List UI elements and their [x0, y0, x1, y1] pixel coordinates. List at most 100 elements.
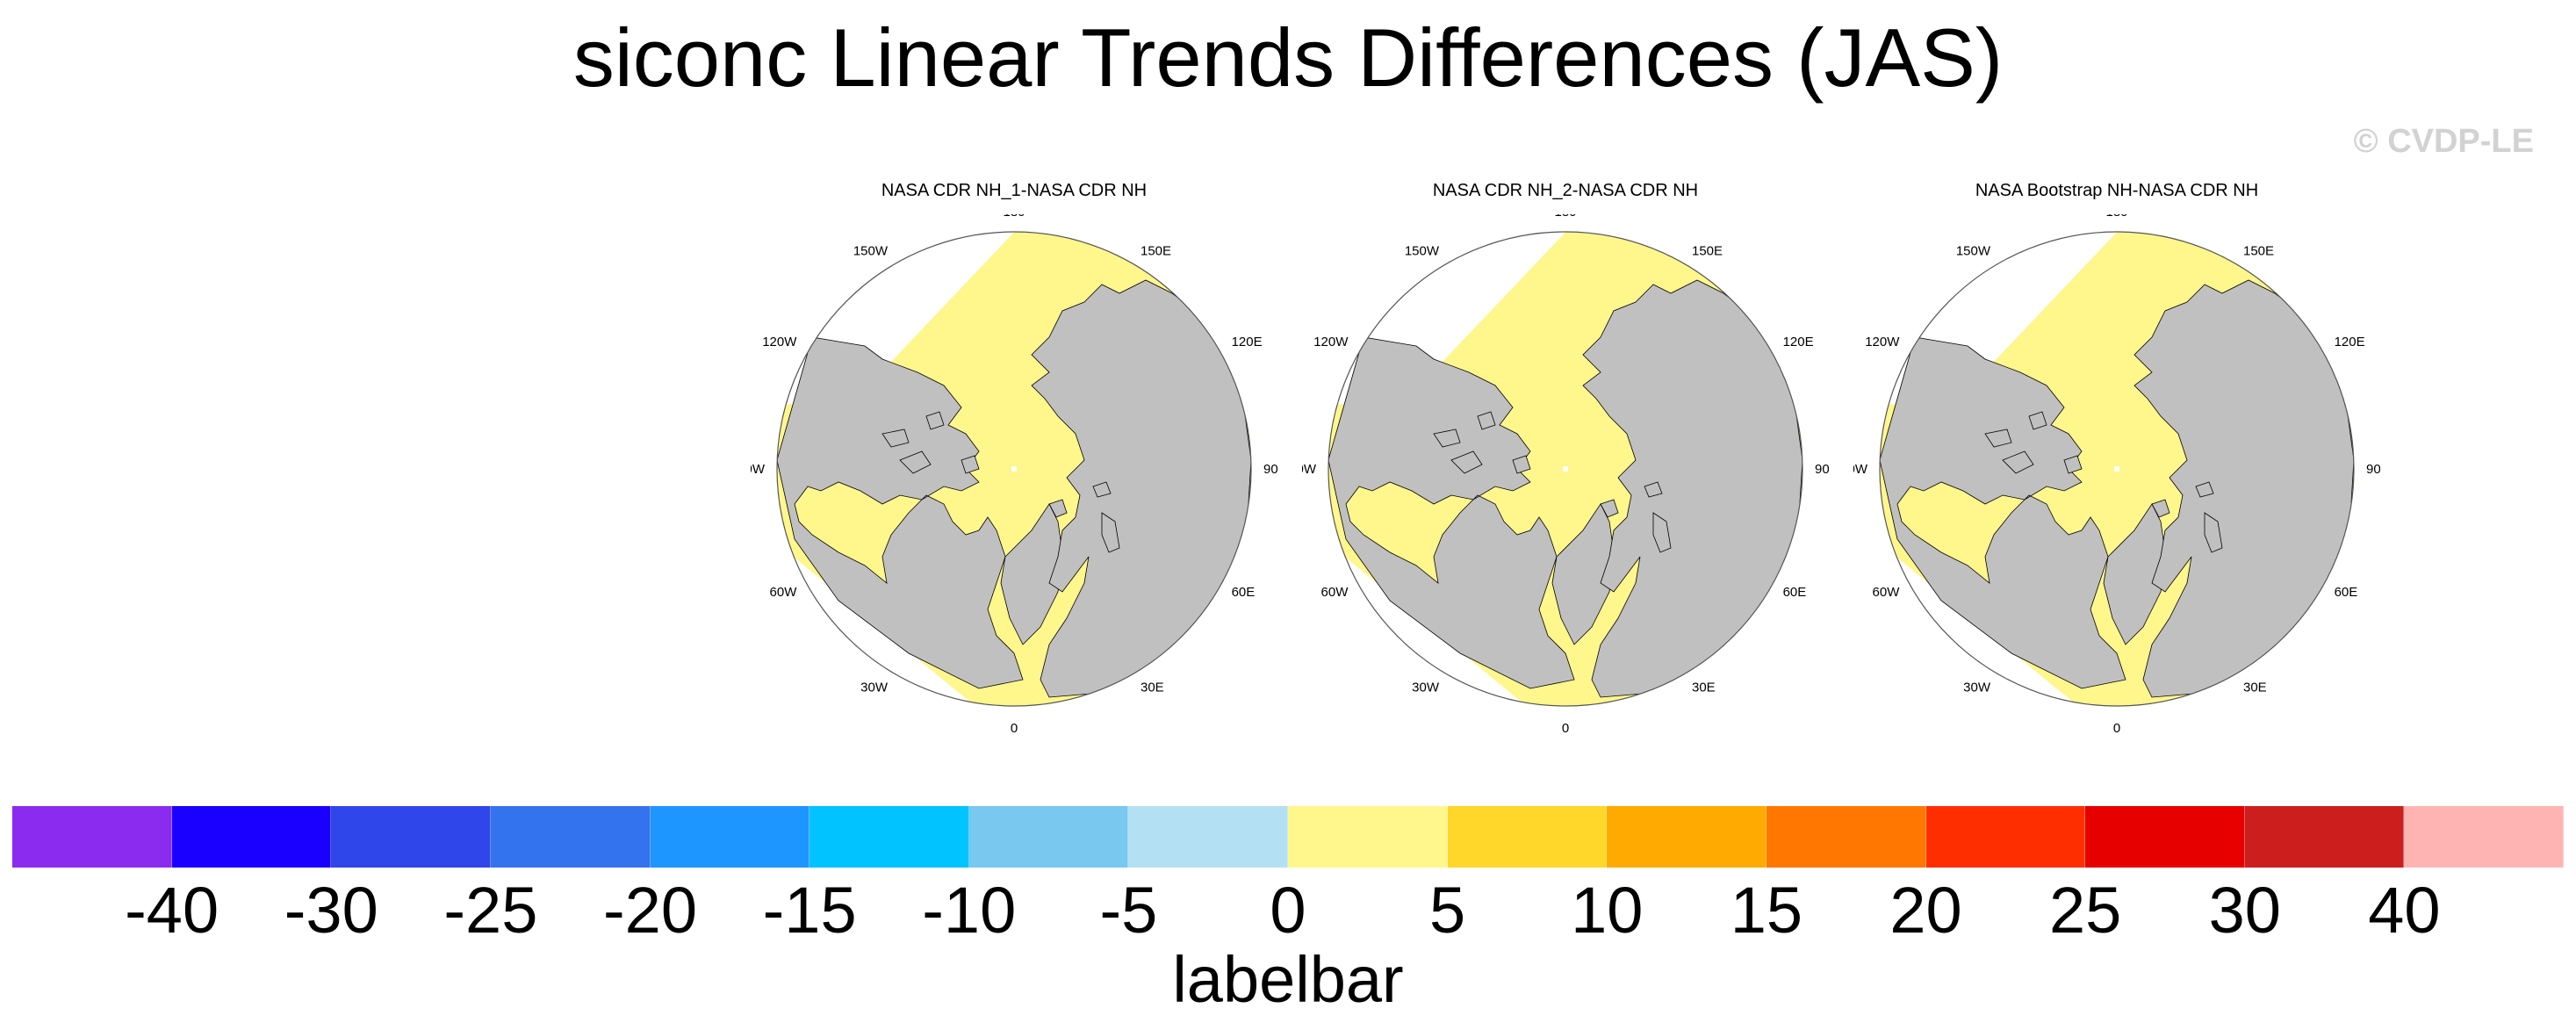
longitude-label: 30W	[1412, 681, 1440, 695]
land-mass	[777, 336, 1024, 689]
longitude-label: 60W	[1873, 585, 1901, 600]
labelbar-tick-label: -10	[922, 874, 1017, 947]
labelbar-tick-label: -15	[762, 874, 857, 947]
land-mass	[1512, 455, 1531, 474]
land-mass	[1477, 411, 1496, 430]
labelbar-tick-label: -20	[603, 874, 697, 947]
land-mass	[2103, 503, 2166, 645]
land-mass	[1600, 499, 1619, 518]
labelbar-swatch	[809, 806, 969, 868]
longitude-label: 150W	[1956, 243, 1991, 258]
labelbar-tick-label: 25	[2048, 874, 2122, 947]
longitude-label: 150E	[1140, 243, 1171, 258]
labelbar-tick-label: -5	[1099, 874, 1158, 947]
labelbar-swatch	[2085, 806, 2245, 868]
land-mass	[2195, 481, 2214, 498]
land-mass	[1101, 512, 1120, 553]
labelbar-swatch	[1607, 806, 1767, 868]
labelbar-swatch	[1128, 806, 1288, 868]
map-border	[776, 231, 1252, 707]
map-panel-2: NASA CDR NH_2-NASA CDR NH 180 150E 120E 90E 6…	[1302, 181, 1829, 743]
longitude-label: 180	[1003, 214, 1025, 220]
polar-map: 180 150E 120E 90E 60E 30E 0 30W 60W 90W 120W 150W	[1302, 214, 1829, 736]
longitude-label: 30E	[2243, 681, 2267, 695]
labelbar-tick-label: -30	[284, 874, 378, 947]
land-mass	[1433, 429, 1461, 448]
longitude-label: 120W	[1313, 335, 1349, 349]
labelbar-swatch	[331, 806, 491, 868]
land-mass	[1551, 503, 1615, 645]
land-mass	[1031, 279, 1251, 698]
map-panel-3: NASA Bootstrap NH-NASA CDR NH 180 150E 120E…	[1853, 181, 2380, 743]
longitude-label: 0	[1011, 721, 1018, 736]
longitude-label: 150W	[853, 243, 889, 258]
longitude-label: 120E	[2335, 335, 2365, 349]
land-mass	[1880, 336, 2126, 689]
longitude-label: 150E	[2243, 243, 2274, 258]
land-mass	[2204, 512, 2223, 553]
labelbar-swatch	[650, 806, 810, 868]
land-mass	[961, 455, 980, 474]
land-mass	[1652, 512, 1672, 553]
land-mass	[881, 429, 910, 448]
labelbar-swatch	[1925, 806, 2086, 868]
land-mass	[1048, 499, 1068, 518]
labelbar-swatch	[1288, 806, 1448, 868]
longitude-label: 180	[2105, 214, 2127, 220]
longitude-label: 120W	[1865, 335, 1900, 349]
longitude-label: 90W	[1302, 462, 1317, 477]
longitude-label: 120W	[762, 335, 797, 349]
land-mass	[899, 450, 932, 474]
labelbar-tick-label: 5	[1429, 874, 1466, 947]
longitude-label: 90E	[1815, 462, 1829, 477]
labelbar-tick-label: -40	[125, 874, 219, 947]
labelbar-swatch	[968, 806, 1129, 868]
pole-hole	[1011, 466, 1017, 472]
map-title: NASA CDR NH_1-NASA CDR NH	[881, 181, 1148, 200]
land-mass	[1644, 481, 1663, 498]
longitude-label: 60E	[1783, 585, 1807, 600]
longitude-label: 0	[1562, 721, 1569, 736]
longitude-label: 0	[2113, 721, 2120, 736]
labelbar-tick-label: 40	[2368, 874, 2441, 947]
labelbar-tick-label: 10	[1571, 874, 1644, 947]
labelbar-swatch	[1447, 806, 1608, 868]
land-mass	[2002, 450, 2034, 474]
map-border	[1328, 231, 1803, 707]
land-mass	[2151, 499, 2170, 518]
longitude-label: 180	[1554, 214, 1576, 220]
land-mass	[1582, 279, 1802, 698]
longitude-label: 30W	[1963, 681, 1991, 695]
labelbar-tick-label: -25	[443, 874, 538, 947]
land-mass	[925, 411, 945, 430]
labelbar-swatch	[490, 806, 651, 868]
map-title: NASA CDR NH_2-NASA CDR NH	[1432, 181, 1699, 200]
land-mass	[1328, 336, 1575, 689]
labelbar-tick-label: 15	[1730, 874, 1803, 947]
map-border	[1879, 231, 2355, 707]
land-mass	[1450, 450, 1483, 474]
land-mass	[2063, 455, 2083, 474]
figure-title: siconc Linear Trends Differences (JAS)	[572, 11, 2004, 104]
longitude-label: 120E	[1783, 335, 1814, 349]
polar-map: 180 150E 120E 90E 60E 30E 0 30W 60W 90W 120W 150W	[1853, 214, 2380, 736]
longitude-label: 120E	[1232, 335, 1263, 349]
land-mass	[1984, 429, 2012, 448]
longitude-label: 30W	[860, 681, 889, 695]
labelbar	[12, 806, 2564, 868]
land-mass	[1092, 481, 1112, 498]
labelbar-swatch	[1766, 806, 1926, 868]
labelbar-swatch	[2404, 806, 2564, 868]
pole-hole	[2114, 466, 2119, 472]
longitude-label: 60E	[2335, 585, 2358, 600]
map-title: NASA Bootstrap NH-NASA CDR NH	[1975, 181, 2259, 200]
labelbar-tick-label: 0	[1270, 874, 1306, 947]
labelbar-tick-label: 20	[1889, 874, 1962, 947]
longitude-label: 30E	[1140, 681, 1164, 695]
longitude-label: 90W	[751, 462, 766, 477]
labelbar-swatch	[171, 806, 332, 868]
longitude-label: 60W	[1321, 585, 1349, 600]
longitude-label: 30E	[1692, 681, 1716, 695]
labelbar-tick-label: 30	[2208, 874, 2281, 947]
longitude-label: 90W	[1853, 462, 1868, 477]
